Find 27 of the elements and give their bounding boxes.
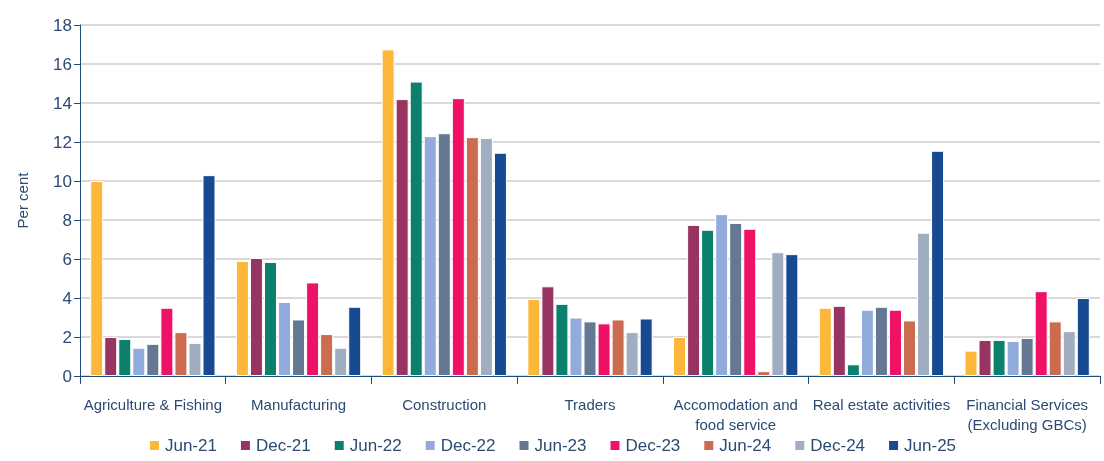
y-tick-label: 6 (62, 249, 72, 269)
legend-label: Jun-25 (904, 436, 957, 455)
x-tick-label: Traders (564, 395, 616, 413)
y-tick-label: 14 (53, 93, 72, 113)
y-tick-label: 4 (62, 288, 72, 308)
y-tick-label: 8 (62, 210, 72, 230)
legend-label: Dec-24 (810, 436, 866, 455)
y-tick-label: 10 (53, 171, 72, 191)
legend-label: Dec-22 (440, 436, 496, 455)
y-tick-label: 2 (62, 327, 72, 347)
legend-label: Dec-21 (255, 436, 311, 455)
y-tick-label: 16 (53, 54, 72, 74)
y-tick-label: 18 (53, 15, 72, 35)
legend-label: Jun-21 (164, 436, 217, 455)
legend-label: Jun-23 (534, 436, 587, 455)
x-tick-label: Manufacturing (251, 395, 347, 413)
x-tick-label: Construction (402, 395, 487, 413)
x-tick-label: Agriculture & Fishing (83, 395, 223, 413)
legend-label: Jun-24 (719, 436, 772, 455)
x-tick-label: Financial Services (Excluding GBCs) (966, 395, 1088, 433)
legend-label: Dec-23 (625, 436, 681, 455)
y-tick-label: 0 (62, 366, 72, 386)
y-tick-label: 12 (53, 132, 72, 152)
x-tick-label: Real estate activities (812, 395, 951, 413)
x-tick-label: Accomodation and food service (673, 395, 798, 433)
legend-label: Jun-22 (349, 436, 402, 455)
y-axis-title: Per cent (14, 171, 31, 229)
